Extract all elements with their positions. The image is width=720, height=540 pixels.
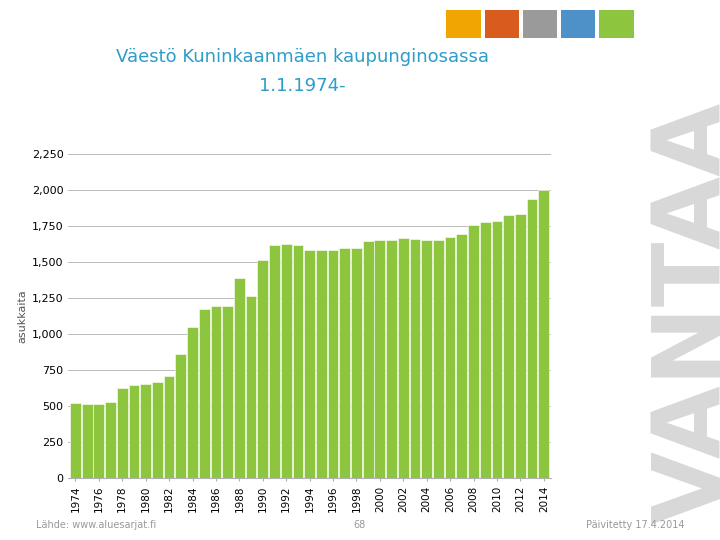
Bar	[129, 385, 140, 478]
Y-axis label: asukkaita: asukkaita	[17, 289, 27, 343]
Bar	[305, 249, 315, 478]
Bar	[140, 383, 151, 478]
Bar	[445, 237, 456, 478]
Bar	[269, 245, 280, 478]
Text: Väestö Kuninkaanmäen kaupunginosassa: Väestö Kuninkaanmäen kaupunginosassa	[116, 48, 489, 66]
Text: 1.1.1974-: 1.1.1974-	[259, 77, 346, 96]
Bar	[351, 248, 362, 478]
Bar	[234, 278, 245, 478]
Bar	[316, 249, 327, 478]
Bar	[94, 404, 104, 478]
Bar	[210, 306, 221, 478]
Bar	[176, 354, 186, 478]
Bar	[222, 306, 233, 478]
Bar	[374, 240, 385, 478]
Bar	[410, 239, 420, 478]
Bar	[492, 221, 503, 478]
Bar	[515, 214, 526, 478]
Bar	[105, 402, 116, 478]
Bar	[117, 388, 127, 478]
Bar	[82, 404, 93, 478]
Bar	[163, 376, 174, 478]
Bar	[199, 309, 210, 478]
Bar	[257, 260, 268, 478]
Bar	[433, 240, 444, 478]
Bar	[456, 234, 467, 478]
Bar	[187, 327, 198, 478]
Text: VANTAA: VANTAA	[649, 102, 720, 524]
Text: Päivitetty 17.4.2014: Päivitetty 17.4.2014	[585, 520, 684, 530]
Bar	[503, 215, 514, 478]
Bar	[363, 241, 374, 478]
Bar	[539, 190, 549, 478]
Bar	[246, 296, 256, 478]
Bar	[328, 249, 338, 478]
Bar	[480, 222, 490, 478]
Bar	[339, 248, 350, 478]
Bar	[468, 225, 479, 478]
Bar	[398, 238, 409, 478]
Bar	[421, 240, 432, 478]
Text: Lähde: www.aluesarjat.fi: Lähde: www.aluesarjat.fi	[36, 520, 156, 530]
Bar	[386, 240, 397, 478]
Bar	[70, 403, 81, 478]
Bar	[292, 245, 303, 478]
Bar	[152, 382, 163, 478]
Bar	[526, 199, 537, 478]
Text: 68: 68	[354, 520, 366, 530]
Bar	[281, 244, 292, 478]
